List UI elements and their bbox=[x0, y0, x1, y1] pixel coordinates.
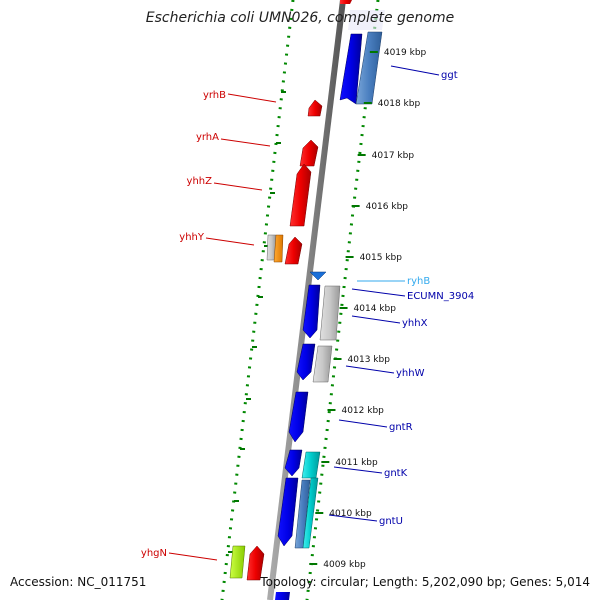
gene-top-red bbox=[340, 0, 352, 4]
gene-yrhB-arrow bbox=[307, 99, 323, 117]
callout-line bbox=[328, 514, 378, 522]
tick-label: 4017 kbp bbox=[372, 151, 415, 161]
tick-label: 4011 kbp bbox=[335, 458, 378, 468]
outer-left-track bbox=[220, 0, 295, 600]
callout-line bbox=[345, 365, 395, 374]
tick-label: 4019 kbp bbox=[384, 48, 427, 58]
tick-label: 4013 kbp bbox=[348, 355, 391, 365]
gene-top-steel bbox=[355, 31, 383, 105]
gene-gntU-arrow bbox=[277, 477, 299, 547]
tick-label: 4014 kbp bbox=[354, 304, 397, 314]
genome-backbone bbox=[267, 0, 346, 600]
accession-text: Accession: NC_011751 bbox=[10, 575, 147, 589]
gene-label-right: ggt bbox=[441, 70, 458, 81]
callout-line bbox=[351, 315, 401, 324]
gene-yhhW-arrow bbox=[296, 343, 316, 381]
gene-label-left: yrhA bbox=[196, 132, 219, 143]
gene-gntU-cyan bbox=[302, 477, 319, 549]
right-callouts: ggt ryhB ECUMN_3904 yhhX yhhW gntR gntK gntU bbox=[328, 65, 474, 527]
tick-label: 4009 kbp bbox=[323, 560, 366, 570]
tick-labels: 4019 kbp 4018 kbp 4017 kbp 4016 kbp 4015 kbp… bbox=[323, 48, 426, 570]
tick-label: 4016 kbp bbox=[366, 202, 409, 212]
tick-label: 4012 kbp bbox=[341, 406, 384, 416]
callout-line bbox=[227, 93, 277, 103]
tick-label: 4015 kbp bbox=[360, 253, 403, 263]
tick-label: 4010 kbp bbox=[329, 509, 372, 519]
genome-title: Escherichia coli UMN026, complete genome bbox=[145, 10, 455, 26]
gene-yhhY-orange bbox=[273, 234, 284, 263]
gene-bottom-blue bbox=[275, 592, 290, 600]
gene-label-left: yrhB bbox=[203, 90, 226, 101]
callout-line bbox=[168, 552, 218, 561]
gene-yrhA-arrow bbox=[299, 139, 319, 167]
callout-line bbox=[390, 65, 440, 76]
gene-yhhY-arrow bbox=[284, 236, 303, 265]
gene-yhgN-lime bbox=[229, 545, 246, 579]
gene-gntK-cyan bbox=[301, 451, 321, 479]
genome-summary-text: Topology: circular; Length: 5,202,090 bp… bbox=[260, 575, 590, 589]
callout-line bbox=[338, 419, 388, 428]
gene-label-right: gntR bbox=[389, 422, 413, 433]
callout-line bbox=[205, 237, 255, 246]
gene-label-right: yhhW bbox=[396, 368, 425, 379]
gene-label-left: yhgN bbox=[141, 548, 167, 559]
gene-gntR-arrow bbox=[288, 391, 309, 443]
gene-ggt-arrow bbox=[339, 33, 363, 105]
gene-yhhX-grey bbox=[319, 285, 341, 341]
gene-label-right: gntU bbox=[379, 516, 403, 527]
gene-ryhB-marker bbox=[309, 271, 327, 281]
gene-yhhW-grey bbox=[312, 345, 333, 383]
tick-marks bbox=[309, 51, 378, 565]
gene-yhhZ-arrow bbox=[289, 163, 312, 227]
gene-label-right: ryhB bbox=[407, 276, 430, 287]
callout-line bbox=[213, 182, 263, 191]
callout-line bbox=[333, 466, 383, 474]
gene-label-right: ECUMN_3904 bbox=[407, 291, 474, 302]
gene-label-right: gntK bbox=[384, 468, 408, 479]
gene-label-left: yhhZ bbox=[187, 176, 213, 187]
gene-yhgN-arrow bbox=[246, 545, 265, 581]
gene-label-left: yhhY bbox=[179, 232, 205, 243]
gene-ecumn-arrow bbox=[302, 284, 321, 339]
callout-line bbox=[351, 288, 406, 297]
gene-label-right: yhhX bbox=[402, 318, 428, 329]
callout-line bbox=[220, 138, 271, 147]
gene-gntK-arrow bbox=[284, 449, 303, 477]
tick-label: 4018 kbp bbox=[378, 99, 421, 109]
top-faint-block bbox=[348, 10, 385, 30]
left-callouts: yrhB yrhA yhhZ yhhY yhgN bbox=[141, 90, 277, 561]
